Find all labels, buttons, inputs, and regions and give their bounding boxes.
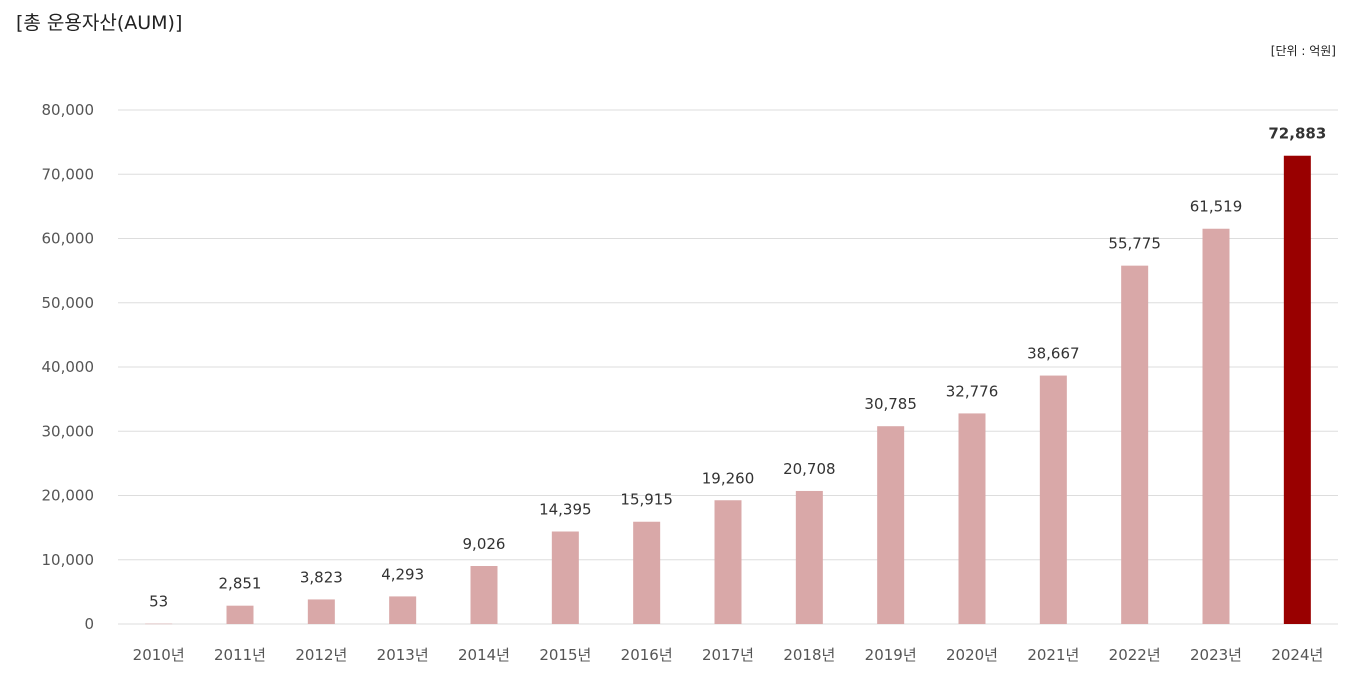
value-label: 14,395 <box>539 501 592 519</box>
x-tick-label: 2012년 <box>295 646 347 664</box>
y-axis: 0 10,000 20,000 30,000 40,000 50,000 60,000 70,… <box>42 101 95 633</box>
value-label: 3,823 <box>300 568 343 586</box>
x-tick-label: 2019년 <box>865 646 917 664</box>
x-tick-label: 2021년 <box>1027 646 1079 664</box>
bar-2012년 <box>307 599 335 624</box>
y-tick-label: 0 <box>84 615 94 633</box>
bar-2023년 <box>1202 228 1230 624</box>
value-labels: 53 2,851 3,823 4,293 9,026 14,395 15,915 19,260… <box>149 125 1326 611</box>
y-tick-label: 40,000 <box>42 358 95 376</box>
value-label: 4,293 <box>381 565 424 583</box>
value-label: 30,785 <box>864 395 917 413</box>
x-tick-label: 2014년 <box>458 646 510 664</box>
bar-2014년 <box>470 566 498 624</box>
x-tick-label: 2018년 <box>783 646 835 664</box>
y-tick-label: 30,000 <box>42 422 95 440</box>
value-label: 19,260 <box>702 469 755 487</box>
x-tick-label: 2024년 <box>1271 646 1323 664</box>
y-tick-label: 10,000 <box>42 551 95 569</box>
chart-title: [총 운용자산(AUM)] <box>16 12 183 34</box>
bar-2013년 <box>389 596 417 624</box>
y-tick-label: 60,000 <box>42 230 95 248</box>
bar-2017년 <box>714 500 742 624</box>
value-label: 32,776 <box>946 382 999 400</box>
y-tick-label: 70,000 <box>42 165 95 183</box>
bar-2024년 <box>1283 155 1311 624</box>
y-tick-label: 20,000 <box>42 487 95 505</box>
value-label: 15,915 <box>620 491 673 509</box>
x-tick-label: 2016년 <box>621 646 673 664</box>
bar-2018년 <box>795 490 823 624</box>
value-label: 53 <box>149 593 168 611</box>
bar-2020년 <box>958 413 986 624</box>
bar-2010년 <box>145 623 173 625</box>
value-label: 20,708 <box>783 460 836 478</box>
value-label: 38,667 <box>1027 345 1080 363</box>
x-tick-label: 2013년 <box>377 646 429 664</box>
x-axis: 2010년 2011년 2012년 2013년 2014년 2015년 2016년 2017년… <box>133 646 1324 664</box>
unit-note: [단위 : 억원] <box>1270 44 1336 58</box>
y-tick-label: 80,000 <box>42 101 95 119</box>
x-tick-label: 2022년 <box>1109 646 1161 664</box>
value-label: 2,851 <box>219 575 262 593</box>
bar-2019년 <box>877 426 905 624</box>
bar-2016년 <box>633 521 661 624</box>
bars <box>145 155 1311 625</box>
value-label: 55,775 <box>1108 235 1161 253</box>
bar-2015년 <box>551 531 579 624</box>
x-tick-label: 2010년 <box>133 646 185 664</box>
bar-2022년 <box>1121 265 1149 624</box>
x-tick-label: 2020년 <box>946 646 998 664</box>
value-label: 9,026 <box>463 535 506 553</box>
x-tick-label: 2015년 <box>539 646 591 664</box>
x-tick-label: 2011년 <box>214 646 266 664</box>
x-tick-label: 2017년 <box>702 646 754 664</box>
bar-2021년 <box>1039 375 1067 624</box>
value-label: 72,883 <box>1268 125 1326 143</box>
x-tick-label: 2023년 <box>1190 646 1242 664</box>
bar-2011년 <box>226 605 254 624</box>
value-label: 61,519 <box>1190 198 1243 216</box>
y-tick-label: 50,000 <box>42 294 95 312</box>
